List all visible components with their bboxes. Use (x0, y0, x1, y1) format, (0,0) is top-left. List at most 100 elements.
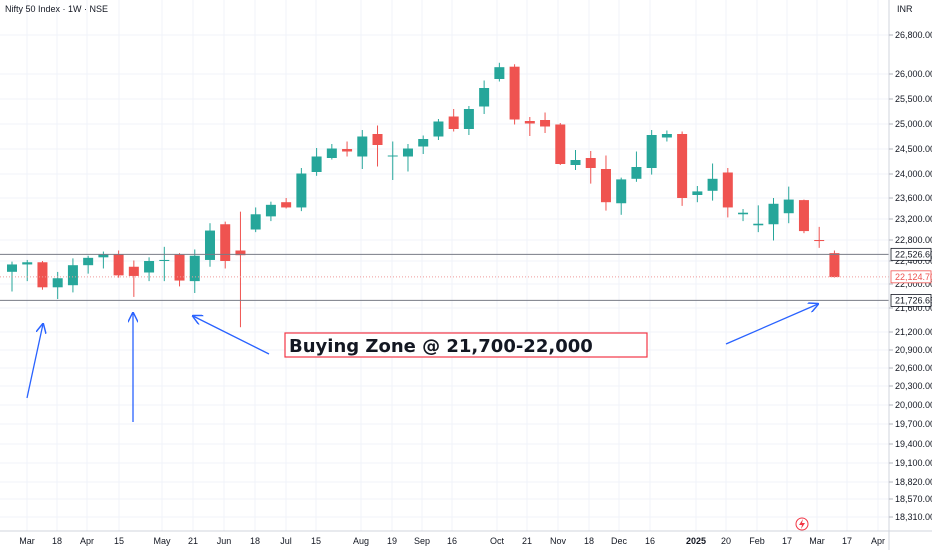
candle[interactable] (189, 249, 200, 293)
candle-body (677, 134, 688, 198)
candle[interactable] (235, 211, 246, 328)
candle[interactable] (783, 186, 794, 224)
candle[interactable] (600, 155, 611, 211)
price-tick-label: 20,300.00 (895, 381, 932, 391)
candle[interactable] (220, 221, 231, 269)
time-tick-label: 21 (522, 536, 532, 546)
price-tick-label: 20,900.00 (895, 345, 932, 355)
time-tick-label: 18 (584, 536, 594, 546)
candle[interactable] (144, 257, 155, 282)
price-axis[interactable]: 26,800.00 26,000.00 25,500.00 25,000.00 24,5… (889, 30, 932, 522)
flash-icon[interactable] (795, 517, 809, 531)
candle-body (52, 278, 63, 288)
price-tick-label: 19,100.00 (895, 458, 932, 468)
arrow-3[interactable] (193, 316, 270, 355)
candle[interactable] (509, 64, 520, 125)
candle[interactable] (372, 125, 383, 167)
candle-body (494, 67, 505, 79)
candle[interactable] (494, 62, 505, 82)
candle[interactable] (281, 198, 292, 209)
time-tick-label: 16 (645, 536, 655, 546)
buying-zone-text: Buying Zone @ 21,700-22,000 (289, 336, 593, 357)
time-tick-label: 16 (447, 536, 457, 546)
candle[interactable] (250, 207, 261, 233)
candle[interactable] (722, 168, 733, 218)
candle[interactable] (433, 119, 444, 140)
candle[interactable] (524, 117, 535, 136)
candle[interactable] (448, 109, 459, 132)
candle[interactable] (463, 106, 474, 135)
candle-body (570, 160, 581, 165)
candle[interactable] (814, 226, 825, 248)
candle[interactable] (829, 250, 840, 278)
time-tick-label: Dec (611, 536, 628, 546)
candle[interactable] (37, 261, 48, 290)
candle[interactable] (646, 130, 657, 175)
candle-body (326, 148, 337, 158)
candle[interactable] (311, 148, 322, 176)
candle[interactable] (357, 130, 368, 169)
candle[interactable] (296, 168, 307, 212)
candle[interactable] (631, 151, 642, 182)
candle[interactable] (387, 141, 398, 181)
candle-body (128, 266, 139, 276)
candle-body (524, 121, 535, 124)
candle-body (265, 204, 276, 217)
price-tick-label: 26,000.00 (895, 69, 932, 79)
candle[interactable] (159, 246, 170, 282)
candle-body (753, 223, 764, 226)
candle[interactable] (402, 144, 413, 172)
candle[interactable] (83, 255, 94, 274)
candle[interactable] (342, 141, 353, 157)
arrow-4[interactable] (725, 304, 818, 345)
candle[interactable] (585, 151, 596, 184)
candle[interactable] (174, 253, 185, 287)
time-tick-label: Apr (871, 536, 885, 546)
candle[interactable] (204, 223, 215, 267)
candle-body (768, 203, 779, 225)
candle-body (37, 262, 48, 288)
candle[interactable] (128, 260, 139, 297)
candle[interactable] (692, 186, 703, 203)
arrow-1[interactable] (26, 324, 43, 399)
candle-body (402, 148, 413, 157)
candle[interactable] (707, 163, 718, 201)
time-tick-label: Oct (490, 536, 505, 546)
candle[interactable] (22, 259, 33, 282)
candle[interactable] (798, 199, 809, 234)
candle[interactable] (768, 198, 779, 241)
candle-body (448, 116, 459, 129)
candle-body (814, 240, 825, 242)
candle[interactable] (753, 205, 764, 233)
price-tick-label: 18,820.00 (895, 477, 932, 487)
time-tick-label: Mar (19, 536, 35, 546)
candle[interactable] (738, 209, 749, 222)
candle[interactable] (52, 271, 63, 299)
candle[interactable] (113, 250, 124, 278)
time-tick-label: 18 (52, 536, 62, 546)
time-tick-label: Feb (749, 536, 765, 546)
price-tick-label: 23,600.00 (895, 193, 932, 203)
candle[interactable] (555, 123, 566, 165)
candle[interactable] (540, 112, 551, 134)
candle[interactable] (570, 150, 581, 170)
candle-body (433, 121, 444, 137)
candle-body (661, 134, 672, 138)
candle[interactable] (265, 201, 276, 222)
candle-body (159, 259, 170, 261)
candles (7, 62, 840, 328)
time-tick-label: 18 (250, 536, 260, 546)
time-tick-label: Jun (217, 536, 232, 546)
candle[interactable] (326, 144, 337, 160)
candle[interactable] (661, 130, 672, 142)
candle-body (692, 191, 703, 195)
buying-zone-box[interactable] (284, 332, 648, 358)
candle-body (296, 173, 307, 208)
candle[interactable] (67, 258, 78, 293)
candle[interactable] (479, 80, 490, 115)
candle[interactable] (418, 135, 429, 155)
time-axis[interactable]: Mar 18 Apr 15 May 21 Jun 18 Jul 15 Aug 19 Sep 16 Oct 21… (19, 536, 885, 546)
candle[interactable] (677, 131, 688, 206)
price-tick-label: 24,000.00 (895, 169, 932, 179)
candle[interactable] (616, 177, 627, 215)
